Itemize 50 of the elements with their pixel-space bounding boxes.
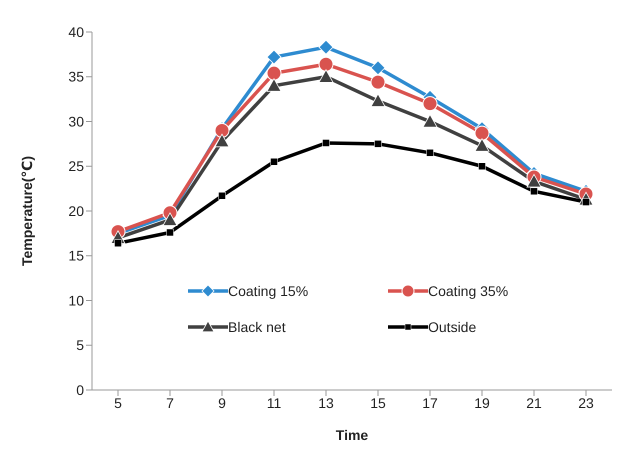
- point: [218, 192, 226, 200]
- point: [270, 158, 278, 166]
- point: [322, 139, 330, 147]
- y-tick-label: 30: [68, 113, 84, 130]
- y-tick-label: 25: [68, 158, 84, 174]
- x-tick-label: 21: [526, 394, 542, 411]
- point: [526, 174, 542, 188]
- x-tick-label: 11: [266, 394, 282, 411]
- x-tick-label: 23: [578, 394, 594, 411]
- point: [266, 66, 282, 81]
- y-tick-label: 0: [76, 382, 84, 398]
- legend-label: Black net: [228, 319, 286, 335]
- legend-label: Outside: [428, 319, 476, 335]
- y-tick-label: 35: [68, 68, 84, 85]
- point: [474, 138, 490, 152]
- x-axis-title: Time: [336, 427, 368, 443]
- point: [162, 212, 178, 226]
- legend-label: Coating 35%: [428, 283, 508, 299]
- point: [114, 239, 122, 247]
- point: [266, 78, 282, 92]
- y-tick-label: 10: [68, 292, 84, 308]
- point: [214, 134, 230, 148]
- y-tick-label: 15: [68, 248, 84, 264]
- x-tick-label: 19: [474, 394, 490, 411]
- point: [318, 69, 334, 83]
- x-tick-label: 5: [114, 394, 122, 411]
- x-tick-label: 15: [370, 394, 386, 411]
- point: [370, 60, 386, 76]
- point: [318, 40, 334, 55]
- y-tick-label: 40: [68, 24, 84, 40]
- y-tick-label: 5: [76, 337, 84, 354]
- x-tick-label: 9: [218, 394, 226, 411]
- point: [166, 228, 174, 236]
- point: [374, 140, 382, 148]
- legend-label: Coating 15%: [228, 283, 308, 299]
- x-tick-label: 17: [422, 394, 438, 411]
- point: [370, 94, 386, 107]
- y-axis-title: Temperature(℃): [18, 156, 35, 266]
- y-tick-label: 20: [68, 202, 84, 219]
- point: [370, 74, 386, 90]
- point: [530, 188, 538, 196]
- point: [318, 56, 334, 72]
- x-tick-label: 7: [166, 394, 174, 411]
- point: [422, 114, 438, 128]
- point: [422, 96, 438, 112]
- x-tick-label: 13: [318, 394, 334, 411]
- point: [478, 162, 486, 170]
- point: [426, 149, 434, 157]
- point: [266, 50, 282, 64]
- point: [474, 126, 490, 141]
